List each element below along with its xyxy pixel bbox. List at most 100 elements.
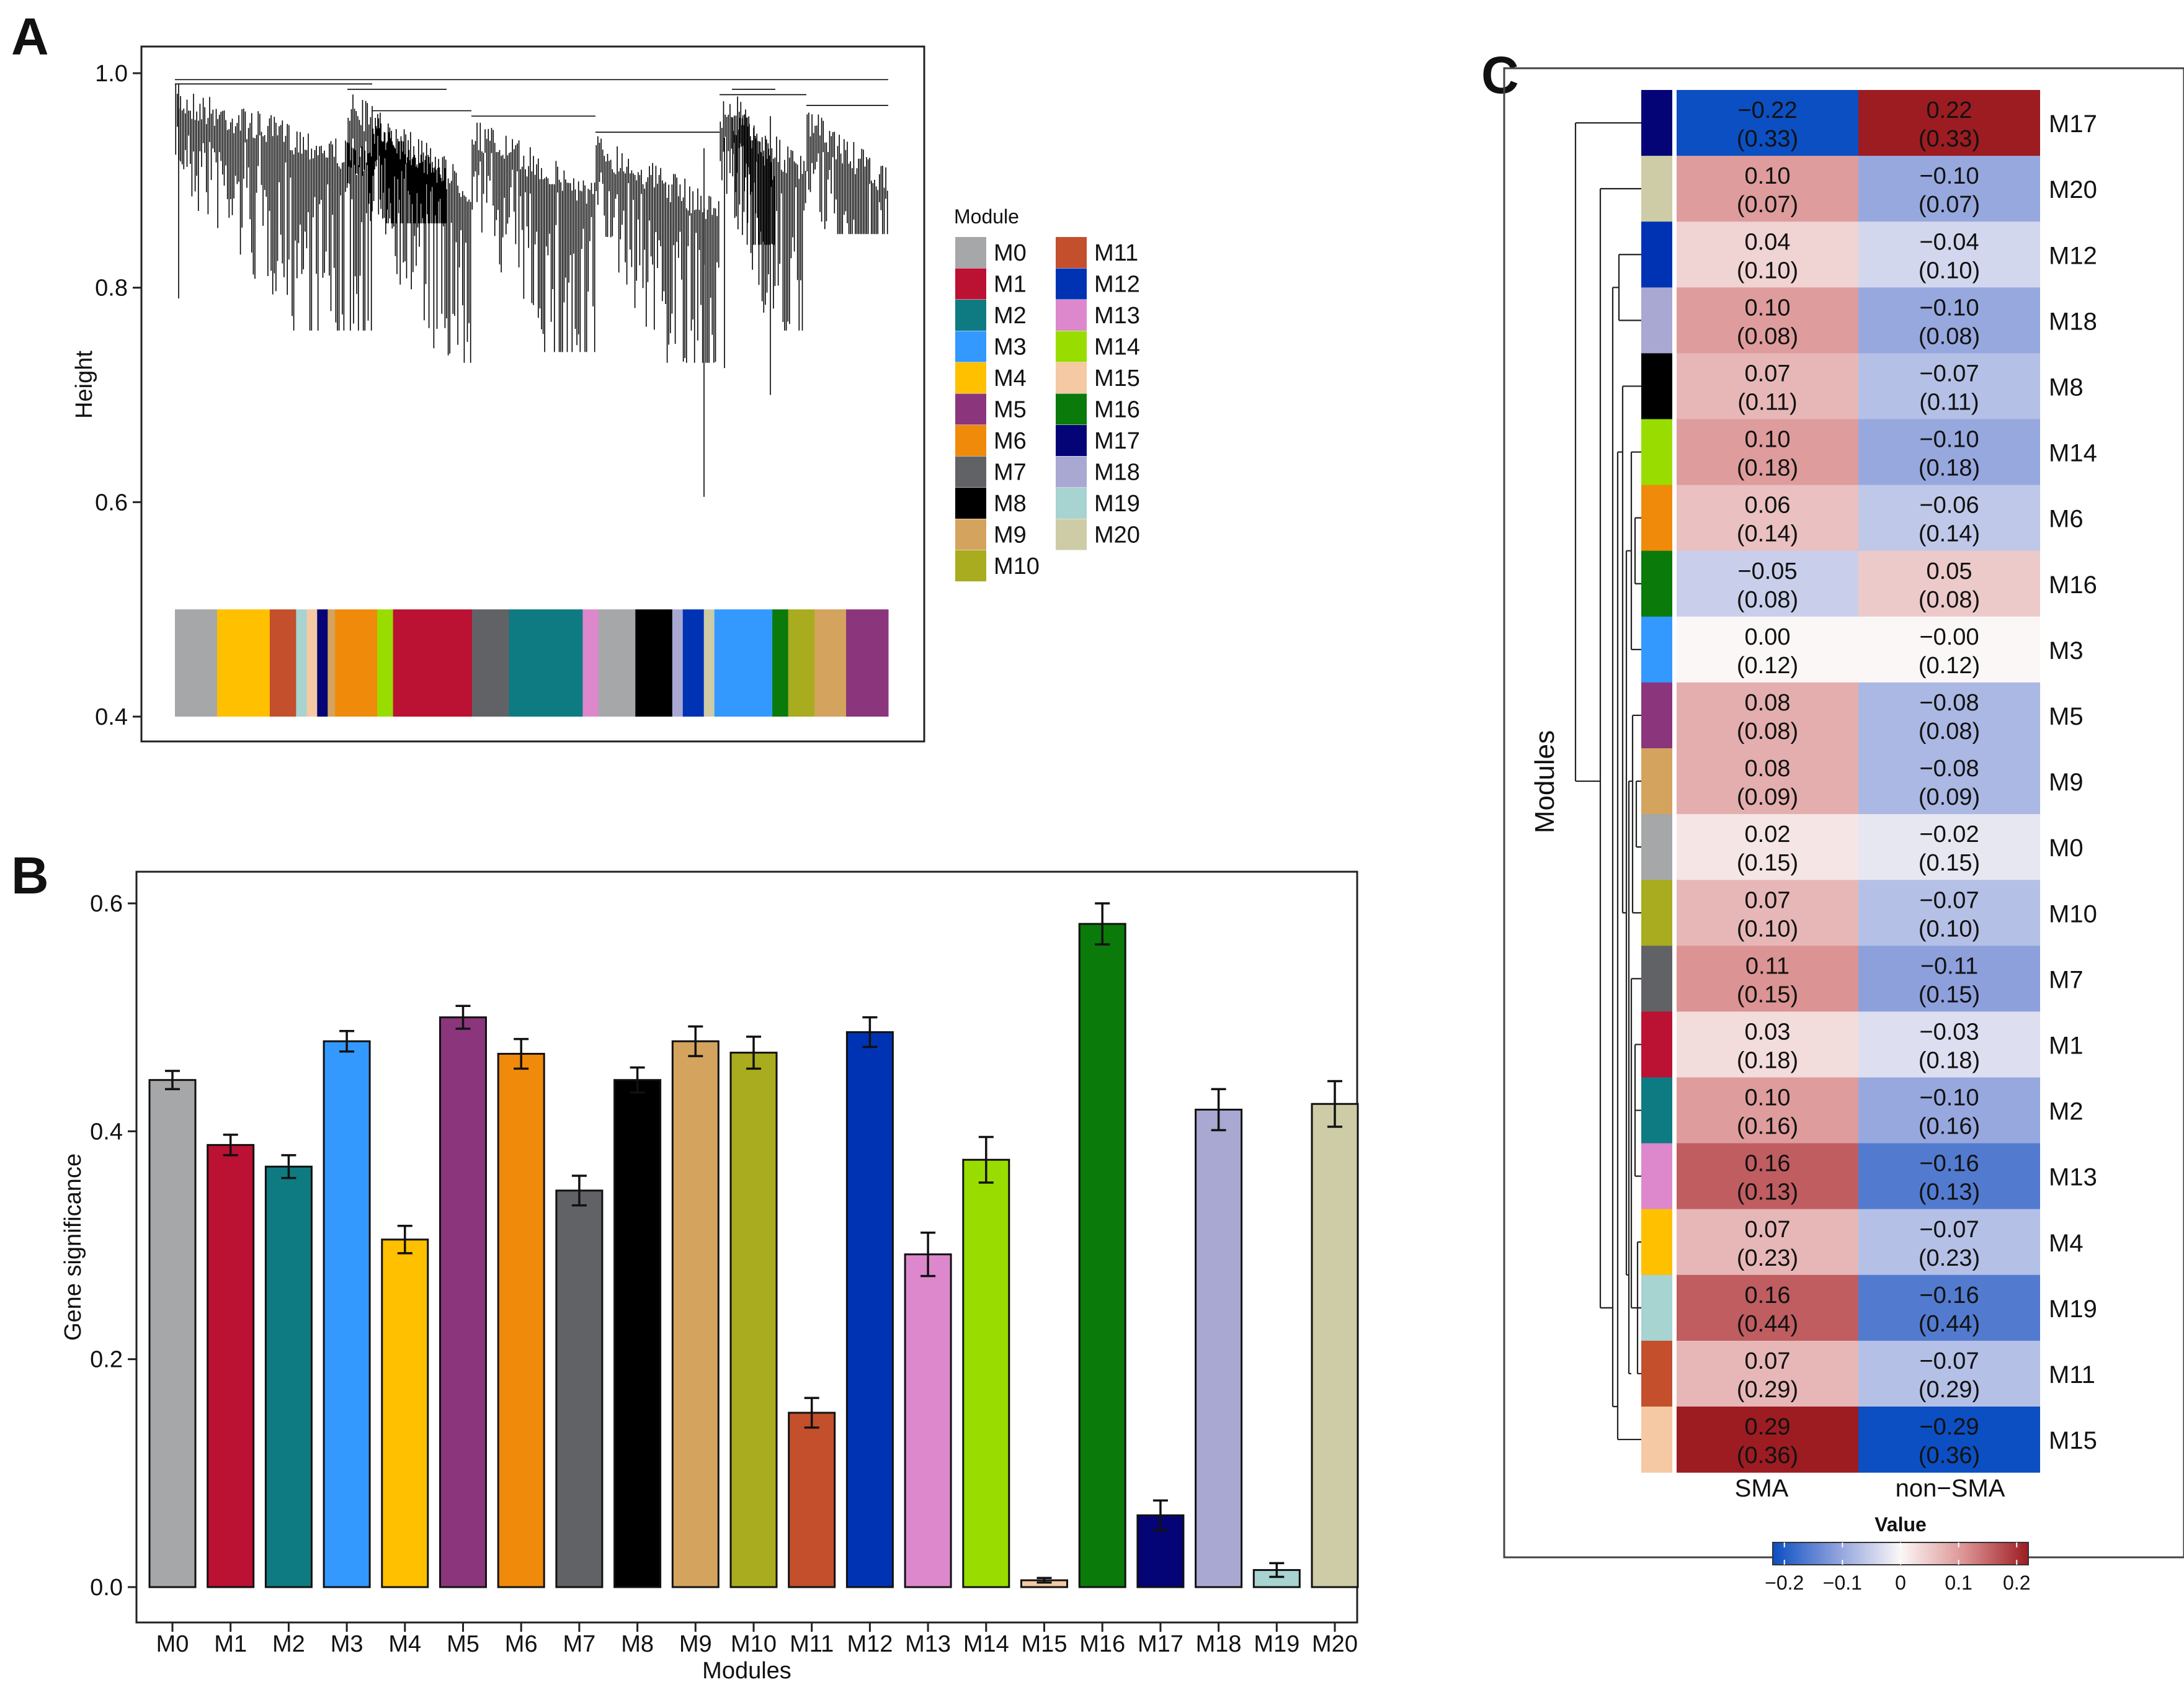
legend-label-m12: M12 bbox=[1094, 272, 1140, 298]
legend-label-m16: M16 bbox=[1094, 397, 1140, 423]
bar-x-tick-label-m5: M5 bbox=[447, 1631, 479, 1657]
heatmap-cell-value-non-sma: −0.06 bbox=[1919, 493, 1979, 519]
heatmap-row-label-m20: M20 bbox=[2049, 176, 2097, 204]
error-bar-m17 bbox=[1152, 1499, 1168, 1531]
legend-swatch-m11 bbox=[1056, 237, 1087, 268]
heatmap-cell-pvalue-sma: (0.44) bbox=[1737, 1311, 1798, 1337]
heatmap-cell-pvalue-non-sma: (0.12) bbox=[1919, 653, 1980, 679]
bar-m5 bbox=[439, 1016, 487, 1588]
dendrogram-y-tick-label: 0.4 bbox=[95, 704, 128, 730]
heatmap-cell-sma-m15 bbox=[1677, 1407, 1858, 1473]
heatmap-cell-pvalue-sma: (0.13) bbox=[1737, 1179, 1798, 1206]
legend-label-m8: M8 bbox=[994, 491, 1027, 517]
legend-label-m18: M18 bbox=[1094, 460, 1140, 486]
legend-label-m4: M4 bbox=[994, 365, 1027, 392]
heatmap-cell-pvalue-non-sma: (0.08) bbox=[1919, 718, 1980, 745]
heatmap-cell-sma-m20 bbox=[1677, 156, 1858, 222]
heatmap-row-label-m1: M1 bbox=[2049, 1032, 2084, 1059]
heatmap-column-label-non-sma: non−SMA bbox=[1896, 1475, 2005, 1502]
error-bar-m7 bbox=[571, 1175, 587, 1207]
heatmap-row-dendrogram bbox=[1574, 122, 1641, 1441]
bar-x-tick-label-m4: M4 bbox=[388, 1631, 421, 1657]
heatmap-cell-value-sma: 0.06 bbox=[1745, 493, 1791, 519]
legend-swatch-m9 bbox=[955, 519, 986, 550]
heatmap-cell-value-non-sma: −0.04 bbox=[1919, 229, 1979, 255]
heatmap-cell-pvalue-sma: (0.18) bbox=[1737, 1047, 1798, 1073]
heatmap-cell-value-non-sma: −0.16 bbox=[1919, 1151, 1979, 1177]
heatmap-row-label-m18: M18 bbox=[2049, 308, 2097, 335]
module-strip-segment bbox=[377, 609, 394, 717]
colorbar-tick-label: −0.1 bbox=[1823, 1572, 1862, 1594]
bar-series bbox=[148, 902, 1359, 1588]
heatmap-cell-value-sma: 0.08 bbox=[1745, 690, 1791, 716]
heatmap-row-label-m12: M12 bbox=[2049, 242, 2097, 269]
heatmap-module-swatch-m17 bbox=[1641, 90, 1672, 156]
heatmap-cell-pvalue-non-sma: (0.29) bbox=[1919, 1377, 1980, 1403]
legend-swatch-m6 bbox=[955, 425, 986, 456]
error-bar-m15 bbox=[1036, 1577, 1052, 1584]
bar-x-tick-label-m14: M14 bbox=[963, 1631, 1009, 1657]
heatmap-cell-value-sma: −0.22 bbox=[1737, 97, 1797, 123]
heatmap-cell-sma-m8 bbox=[1677, 353, 1858, 419]
bar-y-tick-label: 0.6 bbox=[90, 891, 123, 917]
error-bar-m19 bbox=[1269, 1562, 1285, 1578]
legend-swatch-m15 bbox=[1056, 362, 1087, 393]
heatmap-module-swatch-m2 bbox=[1641, 1077, 1672, 1144]
heatmap-cell-value-sma: 0.07 bbox=[1745, 360, 1791, 387]
dendrogram-plot-frame bbox=[140, 45, 925, 743]
error-bar-m13 bbox=[920, 1232, 936, 1278]
bar-y-tick-label: 0.2 bbox=[90, 1347, 123, 1373]
heatmap-cell-non-sma-m8 bbox=[1858, 353, 2040, 419]
module-strip-segment bbox=[472, 609, 509, 717]
heatmap-cell-pvalue-sma: (0.10) bbox=[1737, 916, 1798, 942]
bar-x-tick-label-m13: M13 bbox=[905, 1631, 951, 1657]
heatmap-cell-pvalue-non-sma: (0.09) bbox=[1919, 784, 1980, 810]
heatmap-cell-value-non-sma: −0.10 bbox=[1919, 427, 1979, 453]
module-strip-segment bbox=[582, 609, 599, 717]
heatmap-module-swatch-m19 bbox=[1641, 1274, 1672, 1341]
heatmap-cell-pvalue-sma: (0.12) bbox=[1737, 653, 1798, 679]
heatmap-cell-value-sma: 0.07 bbox=[1745, 1217, 1791, 1243]
legend-swatch-m14 bbox=[1056, 331, 1087, 362]
bar-x-tick-label-m20: M20 bbox=[1312, 1631, 1358, 1657]
heatmap-cell-value-sma: 0.00 bbox=[1745, 624, 1791, 650]
heatmap-cell-value-non-sma: −0.10 bbox=[1919, 295, 1979, 321]
heatmap-module-swatch-m5 bbox=[1641, 682, 1672, 749]
module-strip-segment bbox=[672, 609, 684, 717]
heatmap-module-swatch-m20 bbox=[1641, 156, 1672, 222]
heatmap-cell-pvalue-sma: (0.07) bbox=[1737, 192, 1798, 218]
heatmap-cell-pvalue-sma: (0.18) bbox=[1737, 455, 1798, 481]
error-bar-m5 bbox=[455, 1005, 471, 1030]
bar-m2 bbox=[264, 1165, 313, 1588]
heatmap-cell-value-non-sma: −0.07 bbox=[1919, 360, 1979, 387]
bar-x-tick-label-m10: M10 bbox=[731, 1631, 777, 1657]
heatmap-module-swatch-m11 bbox=[1641, 1340, 1672, 1407]
heatmap-module-swatch-m8 bbox=[1641, 353, 1672, 419]
heatmap-cell-sma-m10 bbox=[1677, 880, 1858, 946]
bar-x-tick-label-m8: M8 bbox=[621, 1631, 654, 1657]
heatmap-row-label-m0: M0 bbox=[2049, 835, 2084, 862]
bar-x-tick-label-m1: M1 bbox=[214, 1631, 247, 1657]
heatmap-cell-pvalue-sma: (0.14) bbox=[1737, 521, 1798, 547]
colorbar-tick-label: −0.2 bbox=[1765, 1572, 1804, 1594]
heatmap-cell-non-sma-m14 bbox=[1858, 419, 2040, 486]
module-strip-segment bbox=[682, 609, 705, 717]
error-bar-m3 bbox=[339, 1029, 355, 1053]
heatmap-row-label-m19: M19 bbox=[2049, 1295, 2097, 1323]
heatmap-cell-non-sma-m12 bbox=[1858, 222, 2040, 288]
legend-label-m7: M7 bbox=[994, 460, 1027, 486]
legend-label-m14: M14 bbox=[1094, 334, 1140, 360]
heatmap-cell-value-non-sma: −0.08 bbox=[1919, 690, 1979, 716]
legend-swatch-m16 bbox=[1056, 393, 1087, 425]
heatmap-cell-sma-m14 bbox=[1677, 419, 1858, 486]
bar-m4 bbox=[381, 1238, 429, 1588]
module-strip-segment bbox=[317, 609, 328, 717]
heatmap-module-swatch-m4 bbox=[1641, 1209, 1672, 1276]
legend-swatch-m19 bbox=[1056, 488, 1087, 519]
heatmap-row-label-m4: M4 bbox=[2049, 1230, 2084, 1257]
heatmap-cell-value-sma: 0.10 bbox=[1745, 163, 1791, 189]
legend-label-m17: M17 bbox=[1094, 428, 1140, 454]
error-bar-m10 bbox=[746, 1036, 761, 1070]
bar-x-tick-label-m15: M15 bbox=[1022, 1631, 1067, 1657]
heatmap-cell-sma-m19 bbox=[1677, 1274, 1858, 1341]
